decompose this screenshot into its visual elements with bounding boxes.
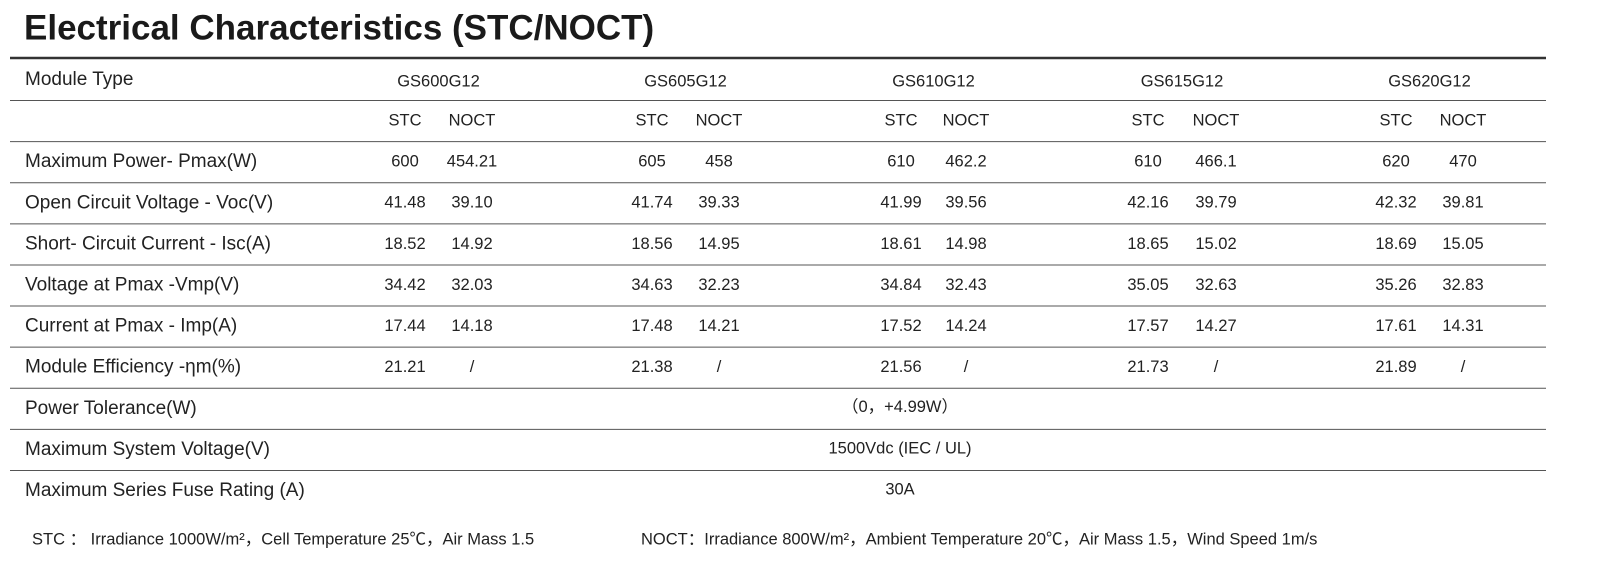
cell-value: 15.02 <box>1195 235 1236 253</box>
cell-value: 34.42 <box>384 276 425 294</box>
model-name: GS600G12 <box>397 72 480 90</box>
cell-value: 42.32 <box>1375 194 1416 212</box>
condition-label: NOCT <box>449 111 496 129</box>
row-label: Maximum Power- Pmax(W) <box>25 151 257 172</box>
cell-value: 32.03 <box>451 276 492 294</box>
cell-value: 610 <box>1134 153 1162 171</box>
cell-value: 39.10 <box>451 194 492 212</box>
cell-value: 17.48 <box>631 317 672 335</box>
model-name: GS615G12 <box>1141 72 1224 90</box>
row-label: Open Circuit Voltage - Voc(V) <box>25 192 273 213</box>
cell-value: 18.65 <box>1127 235 1168 253</box>
condition-label: STC <box>1380 111 1413 129</box>
header-label: Module Type <box>25 69 133 90</box>
cell-value: 454.21 <box>447 153 497 171</box>
cell-value: 14.98 <box>945 235 986 253</box>
condition-label: STC <box>1132 111 1165 129</box>
cell-value: 466.1 <box>1195 153 1236 171</box>
cell-value: 14.92 <box>451 235 492 253</box>
row-label: Module Efficiency -ηm(%) <box>25 357 241 378</box>
cell-value: 462.2 <box>945 153 986 171</box>
cell-value: 610 <box>887 153 915 171</box>
cell-value: 32.83 <box>1442 276 1483 294</box>
cell-value: 39.56 <box>945 194 986 212</box>
cell-value: 17.44 <box>384 317 425 335</box>
row-label: Current at Pmax - Imp(A) <box>25 316 237 337</box>
cell-value: 14.95 <box>698 235 739 253</box>
cell-value: 34.84 <box>880 276 921 294</box>
model-name: GS605G12 <box>644 72 727 90</box>
row-label: Maximum System Voltage(V) <box>25 439 270 460</box>
condition-label: STC <box>885 111 918 129</box>
cell-value: 620 <box>1382 153 1410 171</box>
cell-value: 34.63 <box>631 276 672 294</box>
condition-label: STC <box>636 111 669 129</box>
cell-value: 14.18 <box>451 317 492 335</box>
cell-value: 18.61 <box>880 235 921 253</box>
cell-value: 42.16 <box>1127 194 1168 212</box>
row-label: Short- Circuit Current - Isc(A) <box>25 233 271 254</box>
condition-label: STC <box>389 111 422 129</box>
cell-value: 21.56 <box>880 358 921 376</box>
cell-value: 21.73 <box>1127 358 1168 376</box>
cell-value: / <box>1461 358 1466 376</box>
model-name: GS620G12 <box>1388 72 1471 90</box>
cell-value: 14.21 <box>698 317 739 335</box>
cell-value: / <box>470 358 475 376</box>
cell-value: 18.52 <box>384 235 425 253</box>
cell-value: 600 <box>391 153 419 171</box>
span-value: 30A <box>885 480 914 498</box>
cell-value: 14.24 <box>945 317 986 335</box>
footnote: NOCT：Irradiance 800W/m²，Ambient Temperat… <box>641 530 1317 548</box>
footnote: STC ： Irradiance 1000W/m²，Cell Temperatu… <box>32 530 534 548</box>
cell-value: 35.26 <box>1375 276 1416 294</box>
cell-value: 458 <box>705 153 733 171</box>
cell-value: 39.81 <box>1442 194 1483 212</box>
cell-value: 17.61 <box>1375 317 1416 335</box>
cell-value: / <box>1214 358 1219 376</box>
condition-label: NOCT <box>696 111 743 129</box>
cell-value: 17.52 <box>880 317 921 335</box>
cell-value: 35.05 <box>1127 276 1168 294</box>
condition-label: NOCT <box>1193 111 1240 129</box>
cell-value: 21.89 <box>1375 358 1416 376</box>
cell-value: 39.33 <box>698 194 739 212</box>
condition-label: NOCT <box>1440 111 1487 129</box>
title: Electrical Characteristics (STC/NOCT) <box>24 8 654 47</box>
cell-value: 15.05 <box>1442 235 1483 253</box>
span-value: （0，+4.99W） <box>842 397 958 416</box>
cell-value: 21.21 <box>384 358 425 376</box>
cell-value: 41.99 <box>880 194 921 212</box>
cell-value: 470 <box>1449 153 1477 171</box>
cell-value: 39.79 <box>1195 194 1236 212</box>
condition-label: NOCT <box>943 111 990 129</box>
cell-value: / <box>964 358 969 376</box>
model-name: GS610G12 <box>892 72 975 90</box>
row-label: Voltage at Pmax -Vmp(V) <box>25 275 239 296</box>
cell-value: 41.74 <box>631 194 672 212</box>
cell-value: 14.31 <box>1442 317 1483 335</box>
cell-value: 18.56 <box>631 235 672 253</box>
cell-value: 14.27 <box>1195 317 1236 335</box>
row-label: Maximum Series Fuse Rating (A) <box>25 480 305 501</box>
cell-value: 32.63 <box>1195 276 1236 294</box>
cell-value: 32.43 <box>945 276 986 294</box>
cell-value: 18.69 <box>1375 235 1416 253</box>
cell-value: 21.38 <box>631 358 672 376</box>
cell-value: 32.23 <box>698 276 739 294</box>
cell-value: / <box>717 358 722 376</box>
cell-value: 41.48 <box>384 194 425 212</box>
row-label: Power Tolerance(W) <box>25 398 197 419</box>
span-value: 1500Vdc (IEC / UL) <box>828 439 971 457</box>
cell-value: 17.57 <box>1127 317 1168 335</box>
cell-value: 605 <box>638 153 666 171</box>
